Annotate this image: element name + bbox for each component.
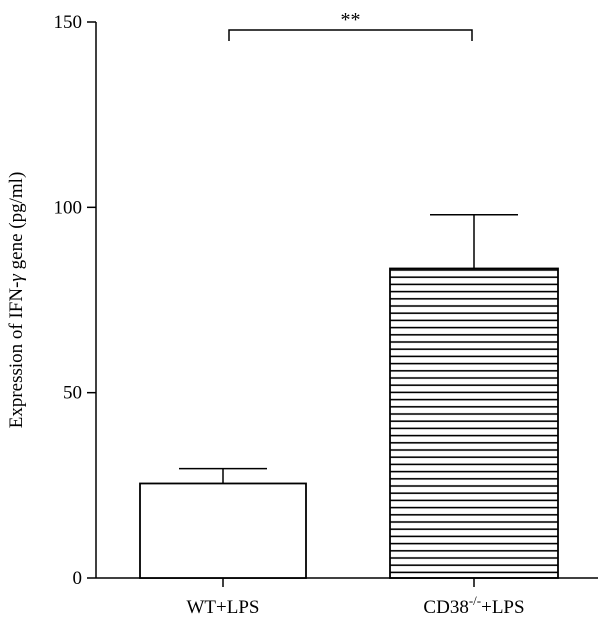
y-tick-label: 0 bbox=[73, 568, 83, 589]
y-tick-label: 150 bbox=[54, 12, 83, 33]
y-tick-label: 100 bbox=[54, 197, 83, 218]
y-axis: 0 50 100 150 bbox=[54, 12, 97, 589]
bracket-line bbox=[228, 29, 473, 41]
y-tick-label: 50 bbox=[63, 383, 82, 404]
y-axis-label: Expression of IFN-γ gene (pg/ml) bbox=[6, 172, 27, 429]
error-bars bbox=[179, 213, 518, 484]
bars bbox=[139, 267, 559, 579]
x-ticks: WT+LPS CD38-/-+LPS bbox=[187, 578, 525, 618]
significance-bracket: ** bbox=[228, 9, 473, 41]
bar bbox=[139, 482, 307, 579]
x-axis: WT+LPS CD38-/-+LPS bbox=[96, 577, 598, 618]
bar bbox=[389, 267, 559, 579]
x-category-label: WT+LPS bbox=[187, 597, 260, 618]
significance-label: ** bbox=[341, 9, 361, 31]
x-category-label: CD38-/-+LPS bbox=[423, 593, 524, 618]
y-ticks: 0 50 100 150 bbox=[54, 12, 96, 589]
